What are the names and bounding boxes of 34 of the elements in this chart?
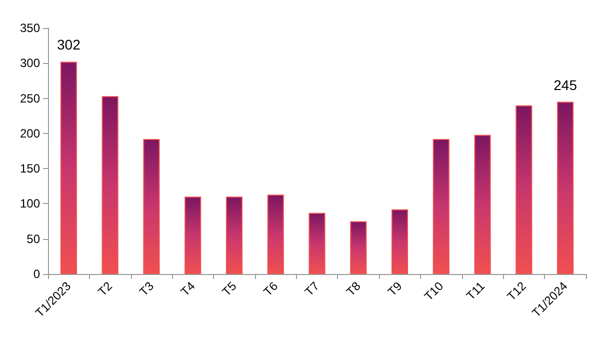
x-tick-label: T3 (136, 278, 157, 299)
bar (557, 102, 574, 274)
y-tick-label: 0 (33, 267, 40, 281)
y-tick-label: 300 (20, 56, 40, 70)
x-tick-label: T9 (384, 278, 405, 299)
bar (184, 196, 202, 274)
bar (102, 96, 118, 274)
x-tick-label: T10 (422, 278, 446, 304)
bar (474, 134, 491, 274)
bar (432, 139, 450, 274)
x-tick-label: T5 (219, 278, 240, 299)
x-tick-label: T4 (178, 278, 198, 299)
x-tick-label: T7 (302, 278, 322, 299)
bar (350, 221, 367, 274)
x-tick-label: T6 (260, 278, 281, 299)
x-tick-label: T11 (464, 278, 488, 303)
bar (226, 196, 243, 274)
data-label: 245 (554, 76, 578, 93)
bar (391, 209, 408, 274)
y-tick-label: 50 (26, 232, 40, 246)
bar (516, 105, 532, 274)
x-tick-label: T2 (95, 278, 116, 299)
y-tick-label: 250 (20, 91, 40, 106)
y-tick-label: 150 (20, 162, 40, 176)
bar (143, 139, 160, 274)
x-tick-label: T12 (504, 278, 530, 304)
x-tick-label: T8 (344, 278, 364, 299)
y-tick-label: 200 (20, 126, 40, 140)
bar (267, 194, 284, 274)
bar (60, 62, 77, 274)
y-tick-label: 100 (20, 196, 40, 211)
y-tick-label: 350 (20, 21, 40, 35)
data-label: 302 (57, 36, 81, 53)
bar (308, 212, 326, 274)
